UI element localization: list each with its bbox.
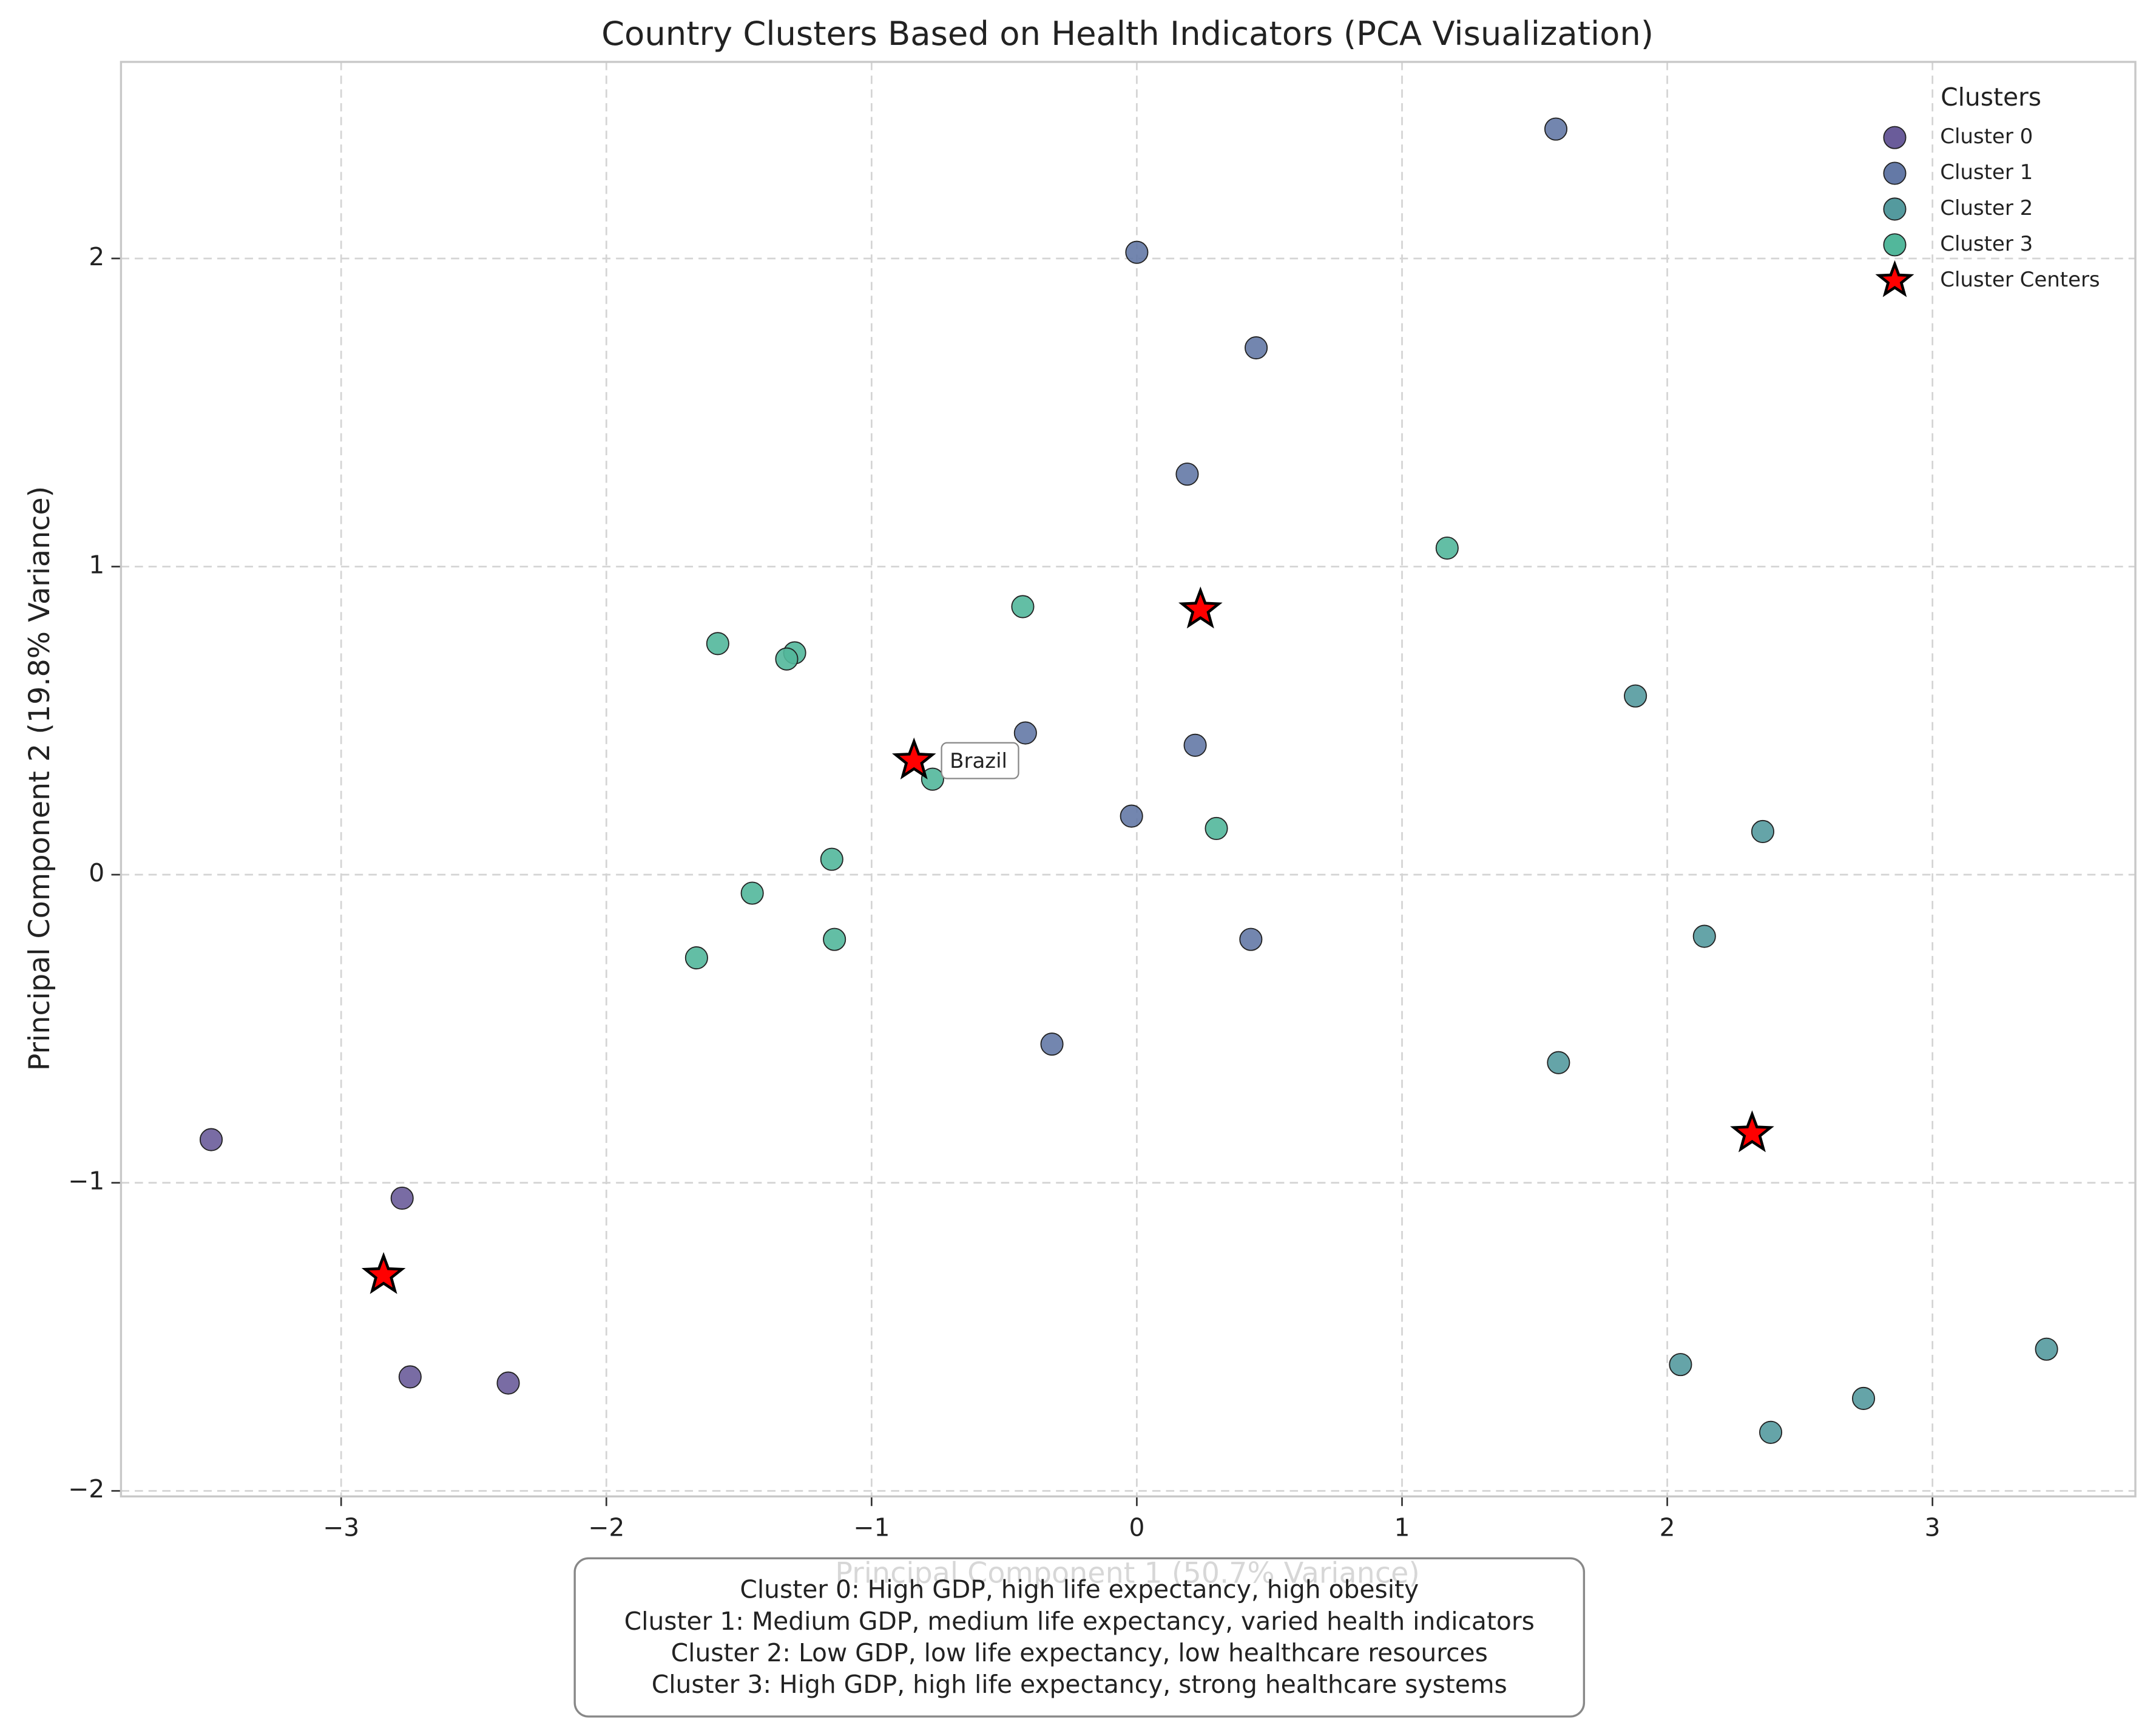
annotation: Brazil [950, 749, 1007, 773]
legend-label: Cluster 2 [1940, 196, 2033, 220]
cluster-center [1178, 586, 1223, 629]
point [1245, 336, 1268, 360]
y-axis-label: Principal Component 2 (19.8% Variance) [23, 486, 56, 1071]
legend-label: Cluster Centers [1940, 268, 2100, 292]
legend-marker [1875, 260, 1914, 297]
point [684, 946, 708, 970]
point [740, 881, 764, 905]
point [1120, 804, 1143, 828]
point [496, 1371, 520, 1395]
chart-title: Country Clusters Based on Health Indicat… [601, 15, 1654, 53]
note: Cluster 0: High GDP, high life expectanc… [740, 1575, 1419, 1604]
cluster-center [1730, 1110, 1774, 1153]
point [1751, 819, 1774, 844]
x-tick-label: 2 [1660, 1513, 1675, 1542]
y-tick-label: 0 [89, 858, 104, 887]
point [1544, 117, 1568, 141]
point [706, 632, 729, 656]
point [1013, 721, 1037, 745]
cluster-center [361, 1252, 406, 1294]
point [390, 1186, 414, 1210]
point [1692, 924, 1716, 948]
point [1851, 1386, 1876, 1410]
note: Cluster 2: Low GDP, low life expectancy,… [671, 1638, 1488, 1667]
y-tick-label: 1 [89, 550, 104, 579]
legend-label: Cluster 1 [1940, 160, 2033, 185]
point [1435, 536, 1459, 560]
x-tick-label: −3 [323, 1513, 359, 1542]
plot-frame [120, 61, 2137, 1498]
point [1669, 1353, 1692, 1377]
point [398, 1365, 422, 1389]
x-tick-label: −1 [853, 1513, 890, 1542]
y-tick-label: −1 [68, 1167, 104, 1196]
x-tick-label: 3 [1925, 1513, 1941, 1542]
legend-label: Cluster 3 [1940, 232, 2033, 256]
point [1183, 733, 1207, 757]
x-tick-label: −2 [588, 1513, 624, 1542]
y-tick-label: 2 [89, 242, 104, 271]
legend-marker [1883, 197, 1907, 221]
point [823, 927, 847, 951]
legend-label: Cluster 0 [1940, 124, 2033, 149]
point [1040, 1032, 1064, 1056]
point [1175, 463, 1199, 486]
point [820, 847, 843, 871]
point [921, 767, 944, 791]
cluster-center [891, 737, 936, 780]
notes-box [573, 1557, 1586, 1718]
point [1547, 1051, 1570, 1074]
note: Cluster 3: High GDP, high life expectanc… [652, 1670, 1507, 1699]
legend-title: Clusters [1941, 83, 2041, 112]
point [1125, 240, 1149, 264]
point [775, 647, 799, 671]
point [1239, 927, 1263, 951]
point [1205, 816, 1228, 840]
legend-marker [1883, 161, 1907, 185]
note: Cluster 1: Medium GDP, medium life expec… [624, 1607, 1535, 1636]
point [1011, 595, 1035, 619]
point [1624, 684, 1647, 708]
point [2035, 1337, 2058, 1361]
y-tick-label: −2 [68, 1474, 104, 1503]
point [199, 1128, 223, 1151]
x-tick-label: 1 [1394, 1513, 1410, 1542]
annotation-box [941, 742, 1019, 779]
legend-marker [1883, 233, 1907, 257]
x-tick-label: 0 [1129, 1513, 1144, 1542]
point [1759, 1420, 1783, 1444]
legend-marker [1883, 126, 1907, 149]
